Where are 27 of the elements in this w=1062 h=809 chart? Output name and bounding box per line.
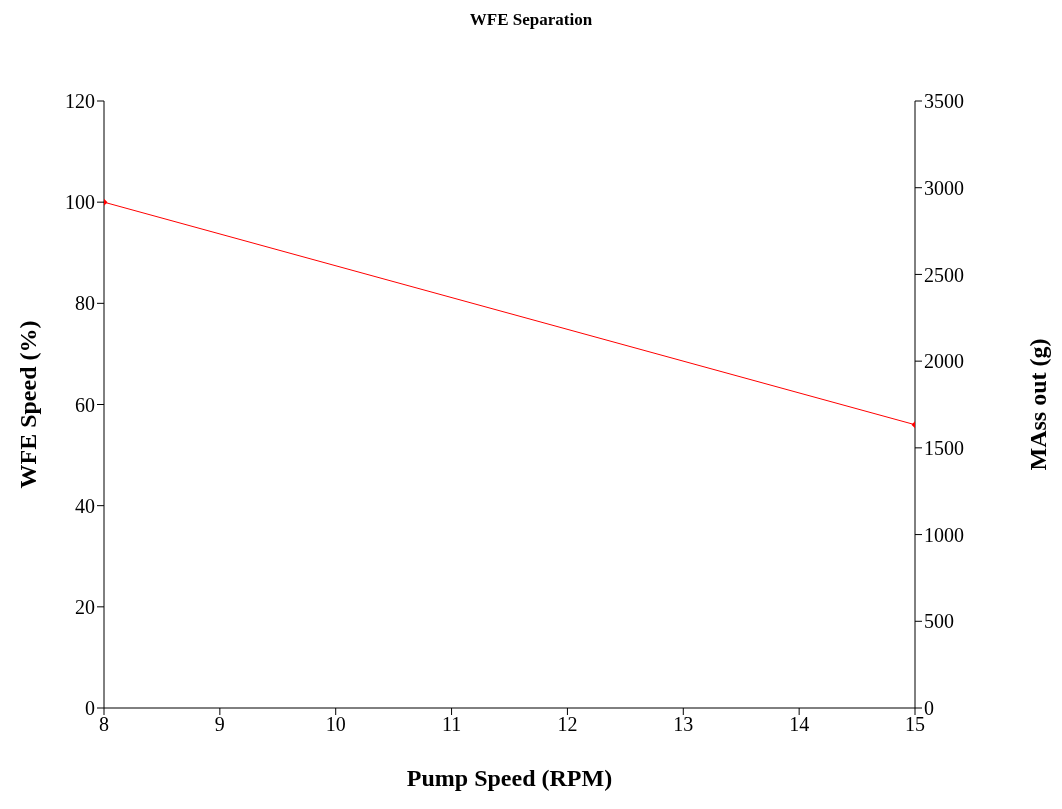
chart-title: WFE Separation: [468, 10, 594, 30]
y2-tick-label: 1500: [924, 436, 964, 459]
y2-tick-label: 1000: [924, 523, 964, 546]
x-tick-label: 11: [441, 713, 462, 736]
y2-tick-label: 500: [924, 610, 954, 633]
x-tick-label: 12: [557, 713, 578, 736]
y2-tick-label: 2500: [924, 263, 964, 286]
x-tick-label: 15: [905, 713, 925, 736]
y2-tick-label: 2000: [924, 350, 964, 373]
y2-tick-label: 3500: [924, 90, 964, 113]
y-axis-title: WFE Speed (%): [15, 320, 41, 489]
y-tick-label: 20: [75, 595, 95, 618]
y-tick-label: 40: [75, 494, 95, 517]
y2-axis-title: MAss out (g): [1025, 338, 1051, 471]
x-tick-label: 13: [673, 713, 694, 736]
y2-tick-label: 3000: [924, 176, 964, 199]
x-tick-label: 10: [325, 713, 346, 736]
x-axis-title: Pump Speed (RPM): [406, 765, 613, 791]
x-tick-label: 9: [214, 713, 225, 736]
x-tick-label: 8: [99, 713, 109, 736]
y-tick-label: 60: [75, 393, 95, 416]
x-tick-label: 14: [789, 713, 810, 736]
y-tick-label: 80: [75, 292, 95, 315]
y-tick-label: 120: [65, 90, 95, 113]
y-tick-label: 100: [65, 191, 95, 214]
y2-tick-label: 0: [924, 697, 934, 720]
y-tick-label: 0: [85, 697, 95, 720]
